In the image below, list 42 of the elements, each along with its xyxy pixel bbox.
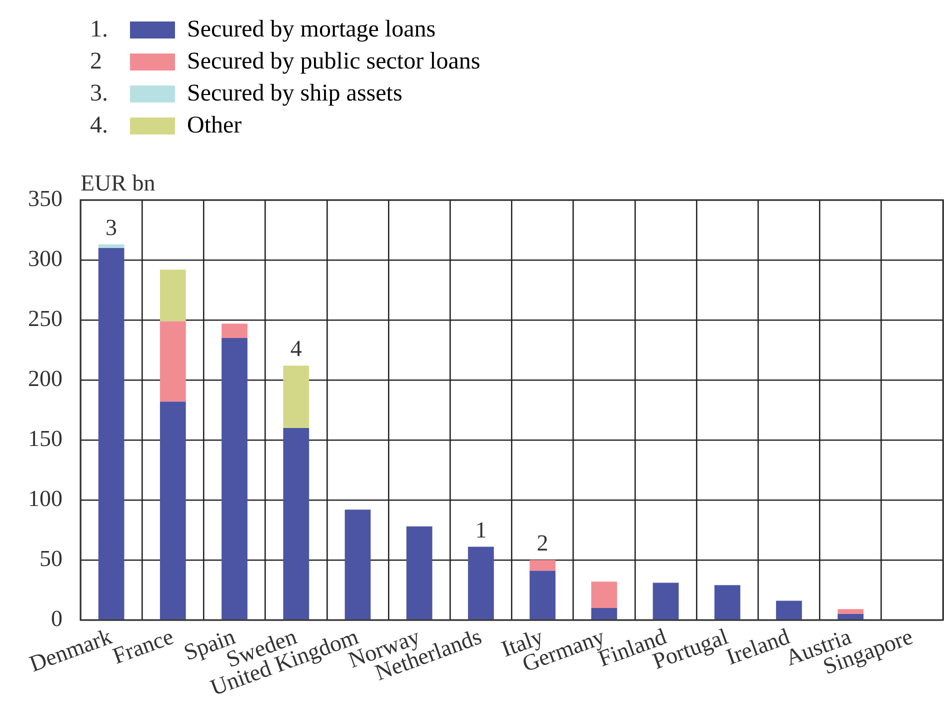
y-tick-label: 150: [28, 426, 62, 452]
text: 1.: [90, 16, 108, 42]
legend-label: Other: [187, 112, 242, 138]
bar: [591, 582, 618, 608]
bar: [776, 600, 802, 620]
text: 3.: [90, 80, 108, 106]
bar: [530, 560, 556, 571]
annotation: 2: [536, 530, 548, 556]
bar: [838, 609, 864, 614]
annotation: 3: [106, 214, 118, 240]
y-tick-label: 250: [28, 306, 62, 332]
bar: [283, 428, 310, 620]
y-tick-label: 0: [51, 606, 62, 632]
legend-label: Secured by ship assets: [187, 80, 402, 106]
y-tick-label: 350: [28, 186, 62, 212]
bar: [406, 526, 432, 620]
bar: [222, 324, 248, 338]
bar: [160, 402, 186, 620]
bar: [222, 338, 248, 620]
y-tick-label: 50: [40, 546, 62, 572]
y-tick-label: 100: [28, 486, 62, 512]
bar: [160, 270, 186, 322]
bar: [714, 585, 740, 620]
y-tick-label: 300: [28, 246, 62, 272]
bar: [468, 546, 494, 620]
text: 4.: [90, 112, 108, 138]
bar: [98, 248, 124, 620]
bar: [160, 321, 186, 402]
bar: [838, 614, 864, 620]
legend-label: Secured by public sector loans: [187, 48, 480, 74]
bar: [98, 244, 124, 248]
bar: [530, 570, 556, 620]
bar: [283, 366, 310, 428]
bar: [344, 510, 371, 620]
annotation: 4: [290, 336, 302, 362]
legend-label: Secured by mortage loans: [187, 16, 436, 42]
annotation: 1: [475, 517, 487, 542]
text: 2: [90, 48, 102, 74]
bar: [591, 608, 618, 620]
y-tick-label: 200: [28, 366, 62, 392]
y-axis-title: EUR bn: [80, 170, 156, 196]
bar: [652, 582, 679, 620]
